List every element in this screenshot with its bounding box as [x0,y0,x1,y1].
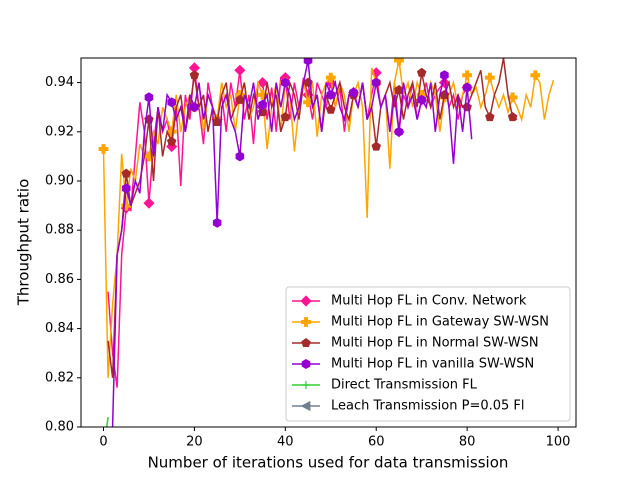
marker [212,217,222,228]
marker [143,197,155,209]
legend-label: Multi Hop FL in Normal SW-WSN [331,336,539,351]
marker [530,70,541,81]
marker [302,381,310,389]
marker [258,99,267,110]
y-tick-label: 0.86 [45,272,74,287]
legend [285,286,571,422]
marker [300,295,312,307]
marker [301,317,311,327]
marker [440,70,449,81]
marker [144,92,154,103]
marker [416,67,427,77]
marker [484,72,495,83]
legend-label: Multi Hop FL in Gateway SW-WSN [331,315,549,330]
marker [98,144,109,154]
marker [325,72,336,83]
marker [121,183,131,194]
marker [394,58,404,66]
marker [303,97,313,108]
marker [371,141,381,151]
marker [438,77,450,89]
marker [301,359,311,369]
marker [301,338,311,348]
marker [257,77,269,89]
marker [417,94,426,105]
marker [485,112,495,122]
marker [280,112,291,122]
marker [190,102,199,113]
x-tick-label: 0 [99,435,107,450]
marker [121,168,131,178]
plot-frame [80,57,577,428]
legend-label: Leach Transmission P=0.05 Fl [331,399,525,414]
x-tick-label: 100 [546,435,571,450]
marker [300,400,311,412]
y-tick-label: 0.94 [45,75,74,90]
marker [462,82,472,93]
y-tick-label: 0.90 [45,174,74,189]
marker [349,87,358,98]
x-tick-label: 40 [277,435,294,450]
series-line [105,417,109,427]
x-tick-label: 20 [186,435,203,450]
marker [371,77,381,88]
marker [235,94,245,104]
y-tick-label: 0.80 [45,420,74,435]
y-tick-label: 0.82 [45,370,74,385]
x-tick-label: 80 [459,435,476,450]
x-tick-label: 60 [368,435,385,450]
marker [121,200,132,211]
marker [326,104,336,114]
marker [507,112,518,122]
y-axis-label: Throughput ratio [15,179,33,306]
y-tick-label: 0.92 [45,124,74,139]
marker [326,89,336,100]
marker [462,70,473,81]
marker [281,77,290,88]
y-tick-label: 0.84 [45,321,74,336]
legend-label: Multi Hop FL in Conv. Network [331,294,527,309]
marker [303,58,313,66]
plot-area [98,58,555,427]
marker [167,97,176,108]
marker [394,126,404,137]
y-tick-label: 0.88 [45,223,74,238]
marker [166,136,177,146]
legend-label: Multi Hop FL in vanilla SW-WSN [331,357,534,372]
legend-label: Direct Transmission FL [331,378,478,393]
marker [234,64,246,76]
marker [235,151,245,162]
marker [189,70,200,80]
x-axis-label: Number of iterations used for data trans… [148,454,509,472]
